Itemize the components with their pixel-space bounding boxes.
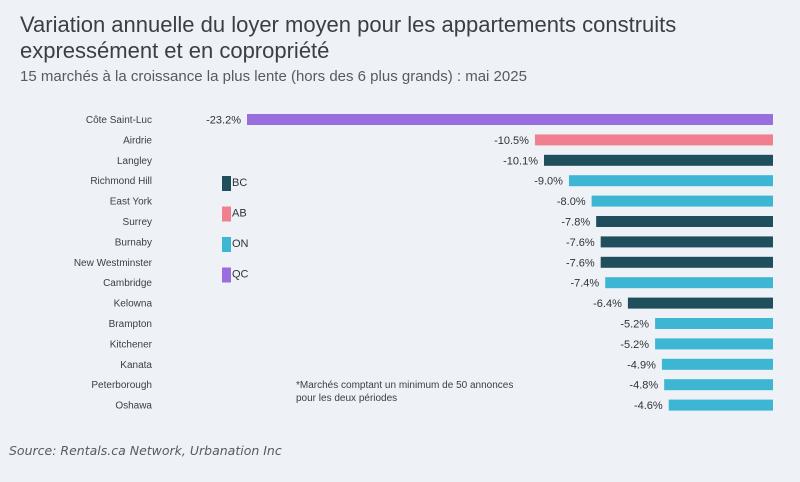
data-label: -4.6% [634,400,663,412]
data-label: -7.8% [561,217,590,229]
legend-label: AB [232,208,247,220]
bar [600,236,773,248]
data-label: -7.4% [570,278,599,290]
category-label: Oshawa [115,401,152,412]
data-label: -4.8% [629,380,658,392]
bar [591,195,773,207]
bar [247,114,773,125]
bar [627,297,773,309]
category-label: Kelowna [114,299,153,310]
category-label: Brampton [109,319,152,330]
category-label: Kanata [120,360,152,371]
legend-label: BC [232,177,247,189]
source-label: Source: Rentals.ca Network, Urbanation I… [9,443,282,458]
data-label: -6.4% [593,298,622,310]
data-label: -23.2% [206,115,241,127]
bar [655,338,773,350]
bar [661,358,773,370]
bar [596,216,773,227]
category-label: East York [110,197,153,208]
data-label: -10.5% [494,135,529,147]
category-label: Peterborough [91,380,152,391]
data-label: -7.6% [566,237,595,249]
category-label: Richmond Hill [90,176,152,187]
data-label: -4.9% [627,359,656,371]
bar [668,399,773,411]
chart-subtitle: 15 marchés à la croissance la plus lente… [20,68,527,85]
category-label: Côte Saint-Luc [86,115,152,126]
bar [568,175,773,187]
category-label: Burnaby [115,237,152,248]
category-label: Cambridge [103,278,152,289]
data-label: -7.6% [566,257,595,269]
bar [655,318,773,329]
footnote: *Marchés comptant un minimum de 50 annon… [296,380,514,404]
category-label: Kitchener [110,339,153,350]
data-label: -5.2% [620,339,649,351]
legend-swatch [222,267,231,283]
data-label: -5.2% [620,319,649,331]
legend-label: ON [232,238,249,250]
legend-swatch [222,206,231,222]
bar [534,134,773,146]
category-label: Langley [117,156,152,167]
chart-title: Variation annuelle du loyer moyen pour l… [20,12,677,63]
bar [600,256,773,268]
data-label: -8.0% [557,196,586,208]
category-label: Surrey [123,217,152,228]
category-label: New Westminster [74,258,153,269]
data-label: -9.0% [534,176,563,188]
bar [544,154,773,166]
legend-swatch [222,176,231,191]
bar [664,379,773,391]
legend-label: QC [232,269,249,281]
data-label: -10.1% [503,155,538,167]
category-label: Airdrie [123,135,152,146]
legend-swatch [222,237,231,252]
bar [605,277,773,289]
